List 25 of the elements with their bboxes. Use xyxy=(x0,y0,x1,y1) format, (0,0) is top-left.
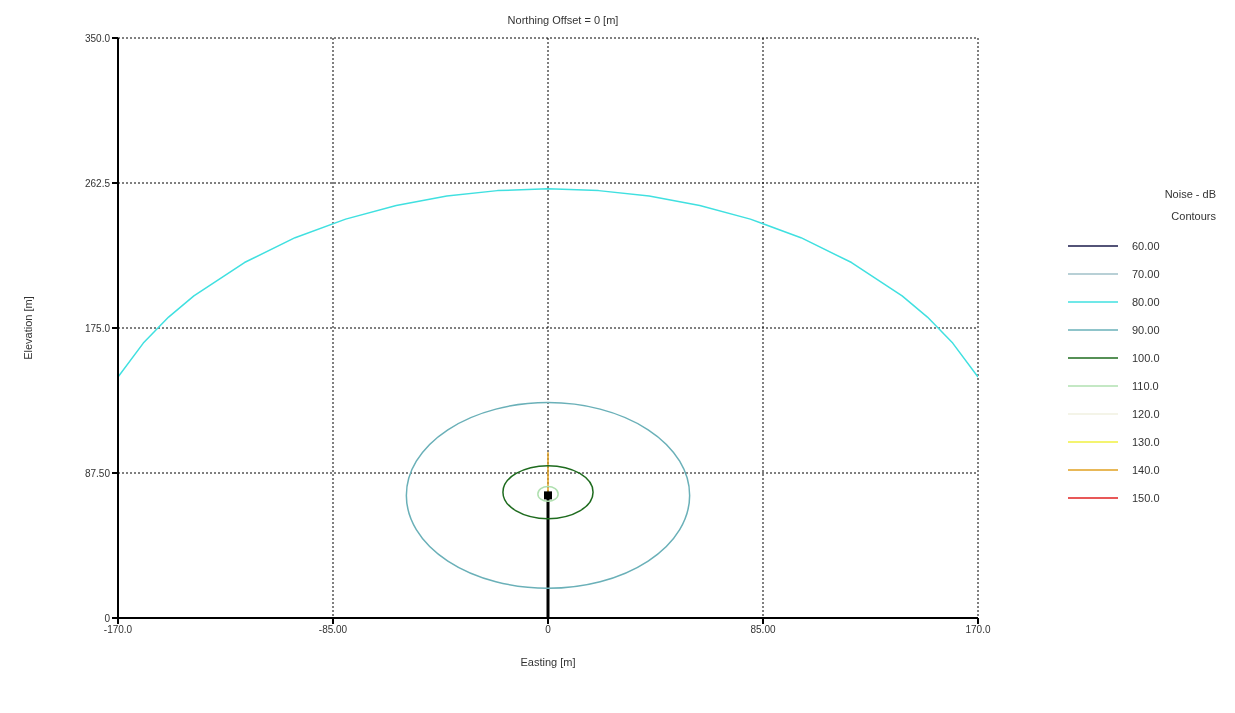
legend-label: 60.00 xyxy=(1132,240,1160,252)
x-axis-title: Easting [m] xyxy=(520,656,576,668)
y-tick-label: 350.0 xyxy=(84,32,111,44)
x-tick-label: 85.00 xyxy=(750,624,776,636)
legend-label: 120.0 xyxy=(1132,408,1160,420)
legend-label: 110.0 xyxy=(1132,380,1159,392)
x-tick-label: -85.00 xyxy=(318,624,348,636)
legend-title: Noise - dB Contours xyxy=(1163,188,1217,222)
y-tick-label: 262.5 xyxy=(84,177,111,189)
legend-label: 130.0 xyxy=(1132,436,1160,448)
y-tick-label: 87.50 xyxy=(84,467,111,479)
x-tick-label: 0 xyxy=(545,624,552,636)
legend-label: 70.00 xyxy=(1132,268,1160,280)
y-axis-title: Elevation [m] xyxy=(21,296,34,360)
legend-label: 140.0 xyxy=(1132,464,1160,476)
y-tick-label: 0 xyxy=(104,612,111,624)
x-tick-label: -170.0 xyxy=(103,624,133,636)
legend-label: 100.0 xyxy=(1132,352,1160,364)
y-tick-label: 175.0 xyxy=(84,322,111,334)
legend-label: 150.0 xyxy=(1132,492,1160,504)
chart-title: Northing Offset = 0 [m] xyxy=(506,14,620,26)
x-tick-label: 170.0 xyxy=(965,624,991,636)
legend-label: 80.00 xyxy=(1132,296,1160,308)
line-series xyxy=(118,188,978,378)
legend-label: 90.00 xyxy=(1132,324,1160,336)
